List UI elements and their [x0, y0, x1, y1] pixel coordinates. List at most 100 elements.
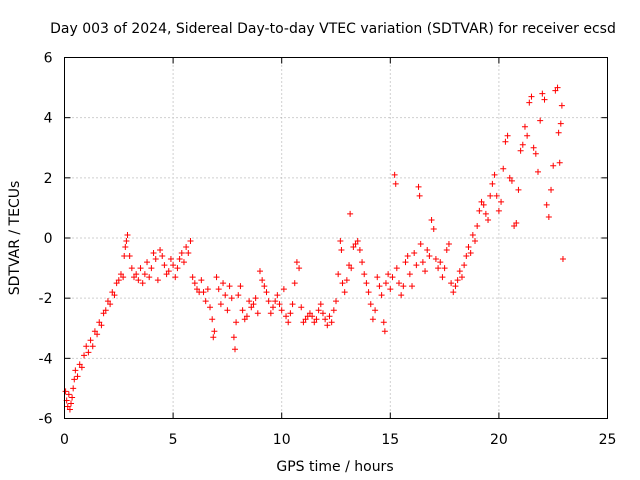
data-point — [74, 373, 81, 380]
data-point — [309, 313, 316, 320]
y-tick-label: 0 — [44, 231, 53, 247]
data-point — [235, 292, 242, 299]
data-point — [555, 129, 562, 136]
data-point — [278, 307, 285, 314]
data-point — [417, 241, 424, 248]
data-point — [270, 304, 277, 311]
data-point — [202, 298, 209, 305]
data-point — [107, 301, 114, 308]
data-point — [354, 238, 361, 245]
x-axis-label: GPS time / hours — [276, 459, 393, 475]
data-point — [291, 280, 298, 287]
data-point — [128, 265, 135, 272]
data-point — [491, 171, 498, 178]
data-point — [228, 295, 235, 302]
data-point — [187, 238, 194, 245]
data-point — [109, 289, 116, 296]
data-point — [252, 295, 259, 302]
data-point — [157, 247, 164, 254]
data-point — [133, 271, 140, 278]
data-point — [352, 241, 359, 248]
y-tick-label: -6 — [39, 412, 53, 428]
data-point — [306, 310, 313, 317]
data-point — [548, 186, 555, 193]
data-point — [117, 271, 124, 278]
data-point — [556, 159, 563, 166]
data-point — [131, 274, 138, 281]
data-point — [476, 207, 483, 214]
data-point — [200, 289, 207, 296]
data-point — [395, 280, 402, 287]
data-point — [96, 319, 103, 326]
data-point — [326, 313, 333, 320]
x-tick-label: 5 — [169, 432, 178, 448]
data-point — [530, 144, 537, 151]
data-point — [435, 265, 442, 272]
data-point — [550, 162, 557, 169]
data-point — [220, 280, 227, 287]
data-point — [91, 328, 98, 335]
data-point — [263, 289, 270, 296]
data-point — [224, 307, 231, 314]
y-tick-label: 6 — [44, 51, 53, 67]
data-point — [504, 132, 511, 139]
data-point — [350, 244, 357, 251]
data-point — [324, 322, 331, 329]
data-point — [456, 268, 463, 275]
data-point — [406, 271, 413, 278]
data-point — [81, 352, 88, 359]
data-point — [111, 292, 118, 299]
data-point — [346, 262, 353, 269]
data-point — [526, 99, 533, 106]
data-point — [256, 268, 263, 275]
data-point — [430, 225, 437, 232]
data-point — [559, 256, 566, 263]
data-point — [356, 247, 363, 254]
data-point — [154, 277, 161, 284]
data-point — [148, 265, 155, 272]
data-point — [233, 319, 240, 326]
data-point — [122, 244, 129, 251]
data-point — [272, 298, 279, 305]
data-point — [511, 222, 518, 229]
data-point — [532, 150, 539, 157]
data-point — [367, 301, 374, 308]
data-point — [381, 328, 388, 335]
data-point — [541, 96, 548, 103]
tick-labels: 0 5 10 15 20 25 -6 -4 -2 0 2 4 6 — [39, 51, 617, 449]
data-point — [361, 271, 368, 278]
data-point — [317, 301, 324, 308]
data-point — [376, 283, 383, 290]
data-point — [372, 307, 379, 314]
data-point — [534, 168, 541, 175]
data-point — [141, 271, 148, 278]
data-point — [285, 319, 292, 326]
data-point — [365, 289, 372, 296]
data-point — [64, 403, 71, 410]
data-point — [322, 316, 329, 323]
data-point — [113, 280, 120, 287]
data-point — [191, 280, 198, 287]
data-point — [209, 316, 216, 323]
data-point — [319, 310, 326, 317]
data-point — [87, 337, 94, 344]
data-point — [287, 310, 294, 317]
data-point — [485, 216, 492, 223]
data-point — [298, 304, 305, 311]
data-point — [404, 253, 411, 260]
data-point — [339, 280, 346, 287]
data-point — [150, 250, 157, 257]
data-point — [232, 346, 239, 353]
data-point — [115, 277, 122, 284]
data-point — [274, 292, 281, 299]
data-point — [210, 334, 217, 341]
data-point — [474, 222, 481, 229]
data-point — [392, 180, 399, 187]
data-point — [70, 385, 77, 392]
data-point — [528, 93, 535, 100]
data-point — [500, 165, 507, 172]
data-point — [539, 90, 546, 97]
data-point — [283, 313, 290, 320]
data-point — [558, 102, 565, 109]
data-point — [413, 262, 420, 269]
